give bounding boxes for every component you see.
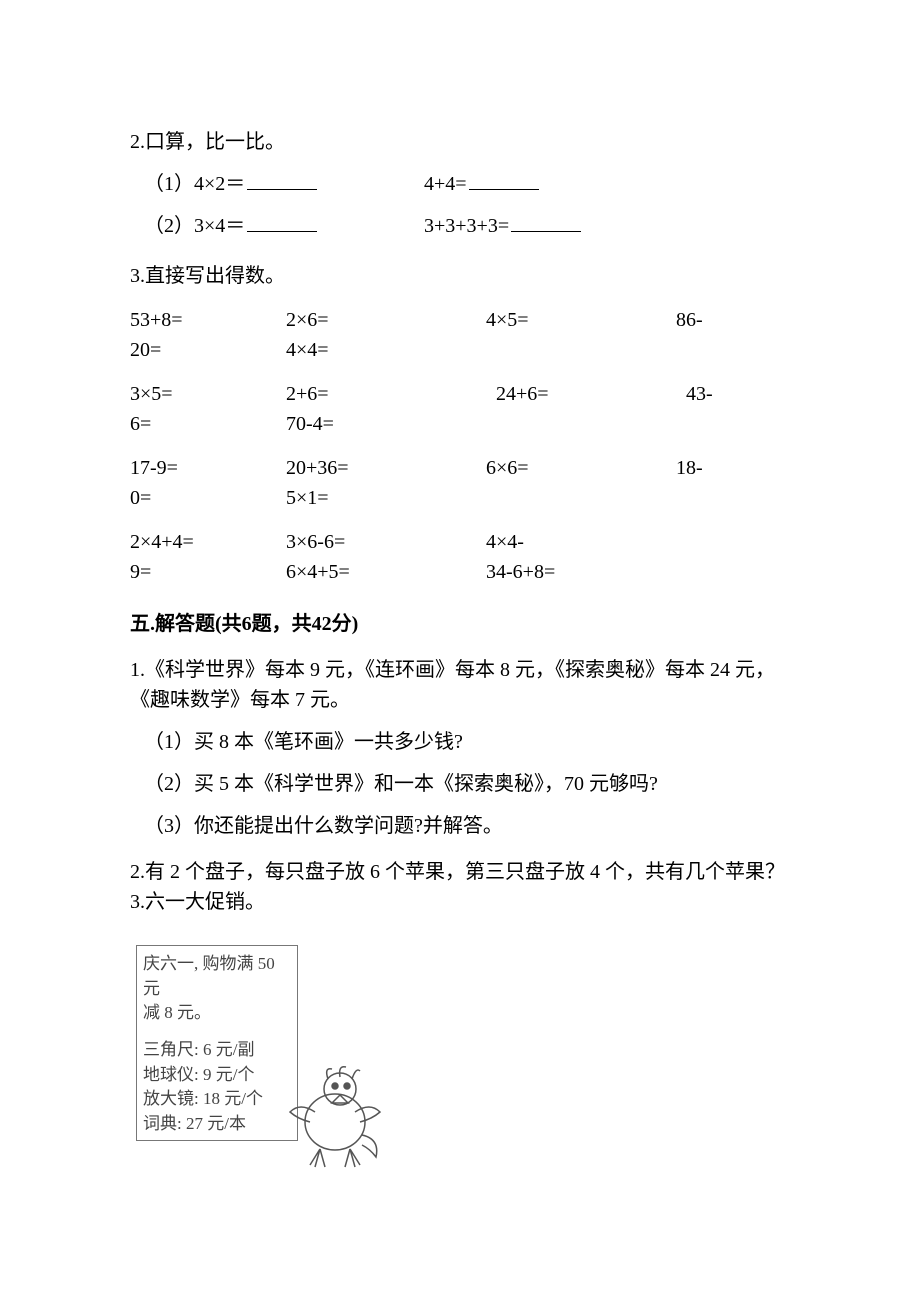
section-5-title: 五.解答题(共6题，共42分): [130, 609, 790, 639]
q2-row-2: （2）3×4＝ 3+3+3+3=: [130, 211, 790, 241]
promo-figure: 庆六一, 购物满 50 元 减 8 元。 三角尺: 6 元/副 地球仪: 9 元…: [130, 939, 370, 1179]
sign-line: 庆六一, 购物满 50 元: [143, 952, 291, 1001]
q3-cell: 70-4=: [286, 409, 486, 439]
q3-cell: 20=: [130, 335, 286, 365]
q3-cell: 3×5=: [130, 379, 286, 409]
p1-intro-line-b: 《趣味数学》每本 7 元。: [130, 685, 790, 715]
p1-sub3: （3）你还能提出什么数学问题?并解答。: [130, 811, 790, 841]
q3-cell: 6×6=: [486, 453, 676, 483]
p2-text: 2.有 2 个盘子，每只盘子放 6 个苹果，第三只盘子放 4 个，共有几个苹果？: [130, 857, 790, 887]
p1-sub1: （1）买 8 本《笔环画》一共多少钱?: [130, 727, 790, 757]
q3-cell: 3×6-6=: [286, 527, 486, 557]
q3-grid-row: 3×5= 6= 2+6= 70-4= 24+6= 43-: [130, 379, 790, 439]
q3-cell: 24+6=: [486, 379, 676, 409]
q3-cell: 43-: [676, 379, 790, 409]
q3-cell: 18-: [676, 453, 790, 483]
p3-text: 3.六一大促销。: [130, 887, 790, 917]
q3-cell: 53+8=: [130, 305, 286, 335]
promo-sign: 庆六一, 购物满 50 元 减 8 元。 三角尺: 6 元/副 地球仪: 9 元…: [136, 945, 298, 1141]
sign-line: 放大镜: 18 元/个: [143, 1087, 291, 1112]
q2-2-left-label: （2）3×4＝: [144, 215, 245, 237]
q3-cell: 4×5=: [486, 305, 676, 335]
sign-line: 地球仪: 9 元/个: [143, 1063, 291, 1088]
q3-cell: 5×1=: [286, 483, 486, 513]
blank-input[interactable]: [469, 169, 539, 190]
sign-line: 三角尺: 6 元/副: [143, 1038, 291, 1063]
q3-cell: 4×4=: [286, 335, 486, 365]
q3-cell: 86-: [676, 305, 790, 335]
q3-cell: 2+6=: [286, 379, 486, 409]
p1-intro-line-a: 1.《科学世界》每本 9 元，《连环画》每本 8 元，《探索奥秘》每本 24 元…: [130, 655, 790, 685]
q3-grid-row: 2×4+4= 9= 3×6-6= 6×4+5= 4×4- 34-6+8=: [130, 527, 790, 587]
blank-input[interactable]: [247, 169, 317, 190]
q3-cell: 6×4+5=: [286, 557, 486, 587]
q3-cell: 17-9=: [130, 453, 286, 483]
blank-input[interactable]: [247, 211, 317, 232]
q3-grid-row: 17-9= 0= 20+36= 5×1= 6×6= 18-: [130, 453, 790, 513]
q2-1-right-label: 4+4=: [424, 173, 467, 195]
q2-row-1: （1）4×2＝ 4+4=: [130, 169, 790, 199]
sign-line: 减 8 元。: [143, 1001, 291, 1026]
q3-cell: 20+36=: [286, 453, 486, 483]
q2-1-left-label: （1）4×2＝: [144, 173, 245, 195]
problem-1: 1.《科学世界》每本 9 元，《连环画》每本 8 元，《探索奥秘》每本 24 元…: [130, 655, 790, 715]
problem-2-3: 2.有 2 个盘子，每只盘子放 6 个苹果，第三只盘子放 4 个，共有几个苹果？…: [130, 857, 790, 917]
q3-grid-row: 53+8= 20= 2×6= 4×4= 4×5= 86-: [130, 305, 790, 365]
q3-cell: 0=: [130, 483, 286, 513]
q2-2-right-label: 3+3+3+3=: [424, 215, 509, 237]
q3-cell: 2×4+4=: [130, 527, 286, 557]
blank-input[interactable]: [511, 211, 581, 232]
q3-title: 3.直接写出得数。: [130, 261, 790, 291]
worksheet-page: 2.口算，比一比。 （1）4×2＝ 4+4= （2）3×4＝ 3+3+3+3= …: [0, 0, 920, 1302]
q3-cell: 4×4-: [486, 527, 676, 557]
q2-title: 2.口算，比一比。: [130, 127, 790, 157]
q3-cell: 2×6=: [286, 305, 486, 335]
q3-cell: 34-6+8=: [486, 557, 676, 587]
q3-cell: 9=: [130, 557, 286, 587]
sign-line: 词典: 27 元/本: [143, 1112, 291, 1137]
bird-icon: [280, 1057, 390, 1177]
q3-cell: 6=: [130, 409, 286, 439]
p1-sub2: （2）买 5 本《科学世界》和一本《探索奥秘》，70 元够吗?: [130, 769, 790, 799]
